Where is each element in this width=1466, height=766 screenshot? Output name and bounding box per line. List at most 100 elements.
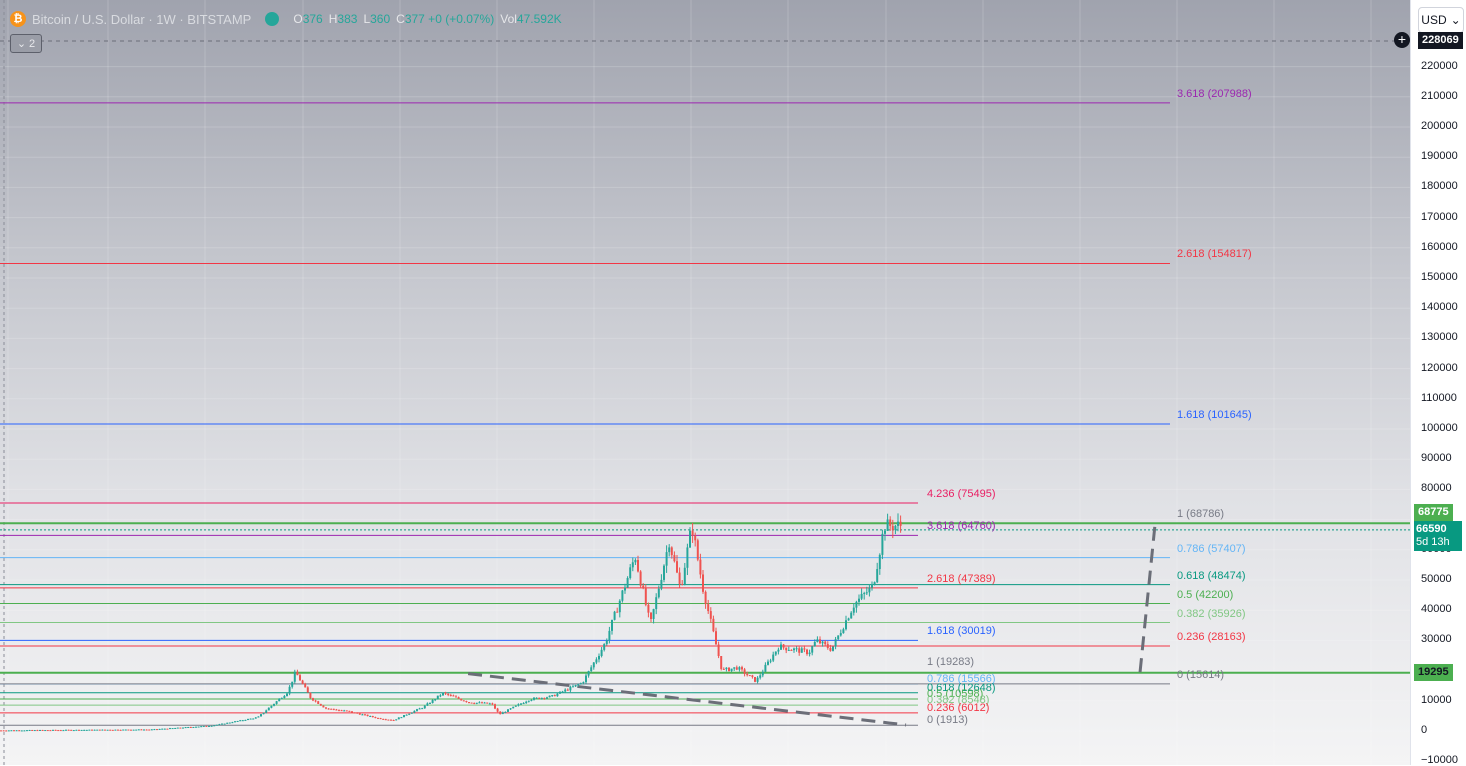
candle-body <box>374 717 377 719</box>
candle-body <box>0 730 2 732</box>
candle-body <box>403 715 405 718</box>
candle-body <box>751 675 754 677</box>
candle-body <box>137 729 140 731</box>
plus-icon[interactable]: + <box>1394 32 1410 48</box>
candle-body <box>468 702 470 704</box>
candle-body <box>876 569 879 583</box>
candle-body <box>852 607 855 613</box>
candle-body <box>855 601 858 608</box>
ohlc-value: 47.592K <box>516 12 562 26</box>
candle-body <box>130 729 132 731</box>
currency-select[interactable]: USD ⌄ <box>1418 7 1464 33</box>
candle-body <box>104 729 106 731</box>
price-tick-label: 110000 <box>1421 391 1457 404</box>
candle-body <box>559 691 561 694</box>
candle-body <box>410 712 413 714</box>
ohlc-key: O <box>293 12 303 26</box>
candle-body <box>208 725 210 727</box>
candle-body <box>390 719 392 721</box>
last-price-tag: 66590 5d 13h <box>1414 521 1462 551</box>
candle-body <box>299 675 301 681</box>
fib-level-label: 0 (15614) <box>1177 668 1225 681</box>
candle-body <box>566 689 569 691</box>
candle-body <box>215 724 218 726</box>
candle-body <box>429 703 431 705</box>
chart-area[interactable]: ₿ Bitcoin / U.S. Dollar · 1W · BITSTAMP … <box>0 0 1410 765</box>
candle-body <box>637 559 639 572</box>
candle-body <box>343 710 346 712</box>
candle-body <box>31 730 34 732</box>
candle-body <box>813 641 816 647</box>
candle-body <box>759 675 762 678</box>
candle-body <box>551 695 554 697</box>
candle-body <box>717 644 720 657</box>
candle-body <box>273 703 275 706</box>
price-tick-label: 190000 <box>1421 150 1458 163</box>
candle-body <box>124 729 127 731</box>
candle-body <box>7 730 10 732</box>
candle-body <box>756 677 759 682</box>
candle-body <box>689 530 691 548</box>
candle-body <box>514 705 517 707</box>
candle-body <box>135 729 138 731</box>
candle-body <box>564 689 567 692</box>
candle-body <box>650 612 652 619</box>
candle-body <box>829 648 832 651</box>
candle-body <box>28 730 31 732</box>
candle-body <box>67 729 70 731</box>
candle-body <box>13 730 15 732</box>
candle-body <box>616 611 619 613</box>
candle-body <box>899 521 902 526</box>
candle-body <box>161 728 164 730</box>
candle-body <box>728 667 730 672</box>
candle-body <box>462 700 465 702</box>
candle-body <box>65 729 67 731</box>
candle-body <box>533 697 535 700</box>
candle-body <box>699 559 702 575</box>
candle-body <box>75 729 78 731</box>
candle-body <box>746 673 749 676</box>
candle-body <box>338 710 340 712</box>
candle-body <box>426 703 429 706</box>
currency-label: USD <box>1421 13 1447 27</box>
price-tick-label: 90000 <box>1421 452 1452 465</box>
collapse-indicators-button[interactable]: ⌄ 2 <box>10 34 42 53</box>
candle-body <box>509 708 512 710</box>
candle-body <box>709 611 712 619</box>
candle-body <box>587 671 590 676</box>
candle-body <box>611 619 613 631</box>
candle-body <box>707 604 710 612</box>
fib-level-label: 0.5 (10598) <box>927 687 984 700</box>
candle-body <box>793 648 795 651</box>
candle-body <box>150 729 153 731</box>
price-chart[interactable] <box>0 0 1410 765</box>
candle-body <box>314 700 317 702</box>
candle-body <box>582 682 585 684</box>
candle-body <box>442 692 444 696</box>
candle-body <box>163 728 166 730</box>
candle-body <box>663 565 665 580</box>
candle-body <box>364 714 366 716</box>
candle-body <box>647 604 650 613</box>
ohlc-value: 377 +0 (+0.07%) <box>404 12 495 26</box>
candle-body <box>590 667 593 672</box>
candle-body <box>330 708 333 710</box>
high-price-tag: 68775 <box>1414 504 1453 521</box>
candle-body <box>447 693 450 695</box>
ohlc-value: 376 <box>302 12 323 26</box>
price-scale[interactable]: 220000 210000 200000 190000 180000 170000 1600… <box>1410 0 1466 766</box>
candle-body <box>2 730 5 732</box>
candle-body <box>241 720 244 722</box>
candle-body <box>470 702 473 704</box>
candle-body <box>473 703 476 705</box>
candle-body <box>512 706 515 709</box>
symbol-title[interactable]: Bitcoin / U.S. Dollar · 1W · BITSTAMP <box>32 11 252 27</box>
candle-body <box>629 567 632 579</box>
candle-body <box>348 710 351 712</box>
candle-body <box>189 726 192 728</box>
candle-body <box>811 646 814 653</box>
candle-body <box>156 729 158 731</box>
candle-body <box>868 587 871 593</box>
candle-body <box>668 547 671 553</box>
candle-body <box>639 571 642 586</box>
